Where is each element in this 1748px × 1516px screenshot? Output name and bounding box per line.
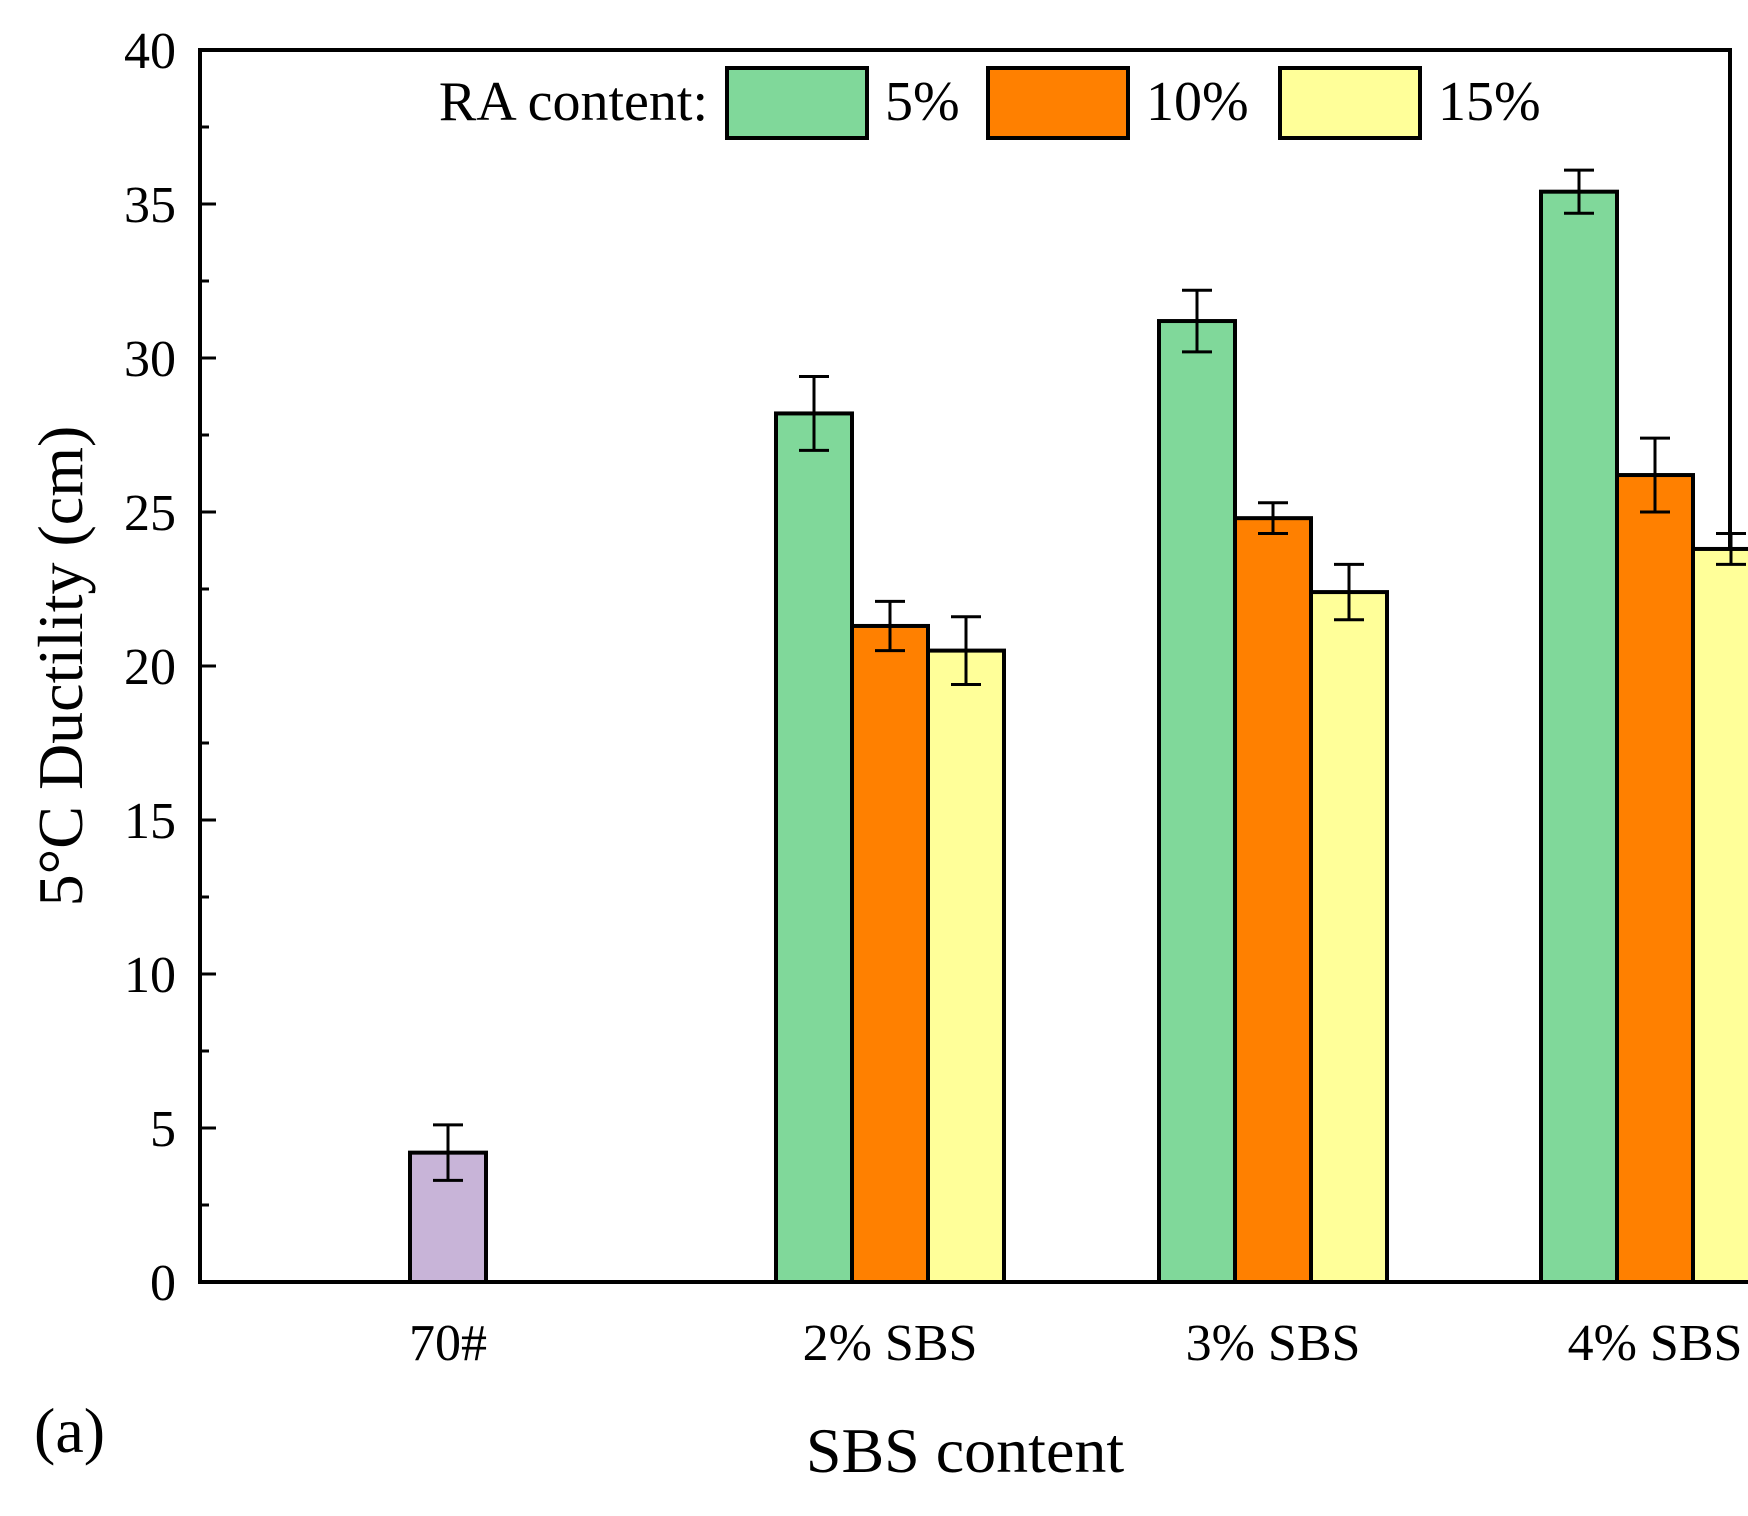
bar-5pct-2 [1157, 319, 1237, 1285]
y-tick-label: 0 [150, 1255, 176, 1312]
error-bars [433, 168, 1746, 1182]
y-tick-label: 5 [150, 1101, 176, 1158]
y-tick-label: 30 [124, 331, 176, 388]
x-axis-title: SBS content [806, 1415, 1124, 1486]
error-bar [433, 1123, 463, 1182]
bar-10pct-3 [1615, 473, 1695, 1285]
error-bar [1182, 288, 1212, 354]
bar-10pct-1 [850, 623, 930, 1284]
error-bar [799, 374, 829, 452]
panel-label: (a) [34, 1395, 105, 1466]
y-tick-label: 25 [124, 485, 176, 542]
legend-swatch [986, 66, 1130, 140]
legend-label: 5% [885, 71, 960, 133]
error-bar [1716, 532, 1746, 566]
x-tick-label: 2% SBS [803, 1315, 978, 1372]
y-tick-label: 15 [124, 793, 176, 850]
bar-5pct-1 [774, 411, 854, 1284]
x-tick-label: 4% SBS [1568, 1315, 1743, 1372]
x-tick-labels: 70# 2% SBS 3% SBS 4% SBS [409, 1315, 1742, 1372]
bar-15pct-2 [1309, 590, 1389, 1284]
legend-label: 10% [1146, 71, 1249, 133]
error-bar [1258, 501, 1288, 536]
error-bar [951, 615, 981, 686]
y-axis-title: 5°C Ductility (cm) [25, 426, 96, 907]
error-bar [1640, 436, 1670, 514]
legend-title: RA content: [439, 71, 708, 133]
legend-swatch [725, 66, 869, 140]
x-tick-label: 70# [409, 1315, 487, 1372]
x-tick-label: 3% SBS [1186, 1315, 1361, 1372]
y-tick-label: 10 [124, 947, 176, 1004]
bars [408, 189, 1748, 1285]
legend-label: 15% [1438, 71, 1541, 133]
bar-10pct-2 [1233, 516, 1313, 1284]
bar-5pct-3 [1539, 189, 1619, 1284]
y-tick-label: 40 [124, 23, 176, 80]
bar-15pct-3 [1691, 546, 1748, 1284]
y-ticks: 0 5 10 15 20 25 30 35 40 [124, 23, 216, 1312]
error-bar [1564, 168, 1594, 215]
bar-15pct-1 [926, 648, 1006, 1284]
error-bar [875, 599, 905, 653]
legend: RA content: 5% 10% 15% [439, 66, 1541, 140]
legend-swatch [1278, 66, 1422, 140]
y-tick-label: 20 [124, 639, 176, 696]
error-bar [1334, 562, 1364, 622]
y-tick-label: 35 [124, 177, 176, 234]
